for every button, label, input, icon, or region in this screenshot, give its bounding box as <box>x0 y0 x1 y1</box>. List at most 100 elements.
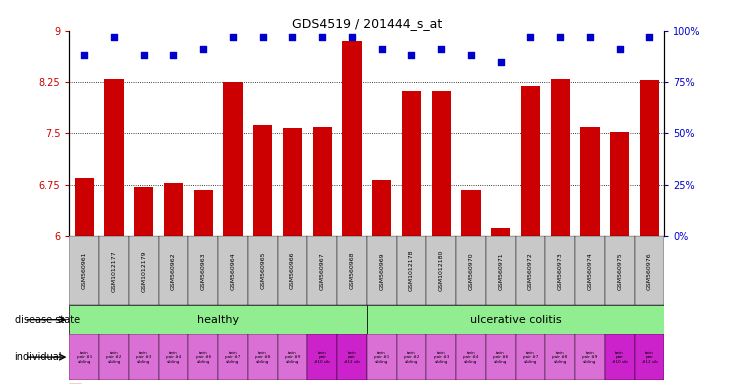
Text: GSM560967: GSM560967 <box>320 252 325 290</box>
Text: twin
pair #4
sibling: twin pair #4 sibling <box>464 351 479 364</box>
Point <box>644 34 656 40</box>
Point <box>287 34 299 40</box>
Point <box>376 46 388 52</box>
FancyBboxPatch shape <box>69 305 367 334</box>
Text: twin
pair #7
sibling: twin pair #7 sibling <box>523 351 538 364</box>
Point <box>257 34 269 40</box>
Point <box>465 52 477 58</box>
FancyBboxPatch shape <box>188 334 218 380</box>
Text: GSM560964: GSM560964 <box>231 252 236 290</box>
Point <box>138 52 150 58</box>
Text: GSM560968: GSM560968 <box>350 252 355 290</box>
Bar <box>164 183 183 236</box>
Point <box>227 34 239 40</box>
FancyBboxPatch shape <box>337 236 367 305</box>
Point <box>495 58 507 65</box>
Bar <box>610 132 629 236</box>
Text: twin
pair #9
sibling: twin pair #9 sibling <box>583 351 598 364</box>
Text: GSM560971: GSM560971 <box>498 252 503 290</box>
FancyBboxPatch shape <box>396 236 426 305</box>
Title: GDS4519 / 201444_s_at: GDS4519 / 201444_s_at <box>292 17 442 30</box>
FancyBboxPatch shape <box>396 334 426 380</box>
Bar <box>312 127 332 236</box>
FancyBboxPatch shape <box>367 334 396 380</box>
Point <box>614 46 626 52</box>
FancyBboxPatch shape <box>456 334 486 380</box>
Text: GSM560973: GSM560973 <box>558 252 563 290</box>
FancyBboxPatch shape <box>158 334 188 380</box>
Text: GSM560962: GSM560962 <box>171 252 176 290</box>
Bar <box>550 79 570 236</box>
FancyBboxPatch shape <box>337 334 367 380</box>
Point <box>406 52 418 58</box>
FancyBboxPatch shape <box>426 334 456 380</box>
Text: GSM1012179: GSM1012179 <box>141 250 146 291</box>
Text: disease state: disease state <box>15 314 80 325</box>
FancyBboxPatch shape <box>277 236 307 305</box>
Text: GSM560974: GSM560974 <box>588 252 593 290</box>
FancyBboxPatch shape <box>248 236 277 305</box>
FancyBboxPatch shape <box>634 334 664 380</box>
Text: twin
pair #9
sibling: twin pair #9 sibling <box>285 351 300 364</box>
Point <box>554 34 566 40</box>
Text: individual: individual <box>15 352 62 362</box>
Point <box>168 52 180 58</box>
FancyBboxPatch shape <box>575 334 605 380</box>
Text: twin
pair #7
sibling: twin pair #7 sibling <box>226 351 241 364</box>
Text: twin
pair #8
sibling: twin pair #8 sibling <box>255 351 270 364</box>
Text: twin
pair #1
sibling: twin pair #1 sibling <box>77 351 92 364</box>
Text: GSM560963: GSM560963 <box>201 252 206 290</box>
Text: GSM560972: GSM560972 <box>528 252 533 290</box>
Point <box>346 34 358 40</box>
FancyBboxPatch shape <box>69 334 99 380</box>
FancyBboxPatch shape <box>218 334 248 380</box>
Bar <box>402 91 421 236</box>
Bar <box>134 187 153 236</box>
Text: GSM1012180: GSM1012180 <box>439 250 444 291</box>
Bar <box>283 128 302 236</box>
FancyBboxPatch shape <box>634 236 664 305</box>
Text: GSM560976: GSM560976 <box>647 252 652 290</box>
Bar <box>491 228 510 236</box>
FancyBboxPatch shape <box>515 236 545 305</box>
FancyBboxPatch shape <box>486 334 515 380</box>
Bar <box>372 180 391 236</box>
Text: twin
pair
#10 sib: twin pair #10 sib <box>612 351 628 364</box>
Text: twin
pair #2
sibling: twin pair #2 sibling <box>107 351 122 364</box>
FancyBboxPatch shape <box>367 236 396 305</box>
Point <box>108 34 120 40</box>
Text: twin
pair #6
sibling: twin pair #6 sibling <box>493 351 508 364</box>
FancyBboxPatch shape <box>218 236 248 305</box>
Bar <box>431 91 451 236</box>
FancyBboxPatch shape <box>307 334 337 380</box>
FancyBboxPatch shape <box>515 334 545 380</box>
Bar <box>253 125 272 236</box>
FancyBboxPatch shape <box>545 236 575 305</box>
FancyBboxPatch shape <box>277 334 307 380</box>
Point <box>435 46 447 52</box>
FancyBboxPatch shape <box>605 334 634 380</box>
Point <box>316 34 328 40</box>
Text: twin
pair #3
sibling: twin pair #3 sibling <box>434 351 449 364</box>
Text: GSM560969: GSM560969 <box>379 252 384 290</box>
Bar <box>223 82 242 236</box>
Point <box>78 52 90 58</box>
FancyBboxPatch shape <box>605 236 634 305</box>
Point <box>584 34 596 40</box>
Text: twin
pair #1
sibling: twin pair #1 sibling <box>374 351 389 364</box>
Text: GSM560961: GSM560961 <box>82 252 87 290</box>
Text: GSM560975: GSM560975 <box>617 252 622 290</box>
FancyBboxPatch shape <box>99 236 128 305</box>
Text: twin
pair
#12 sib: twin pair #12 sib <box>642 351 657 364</box>
FancyBboxPatch shape <box>456 236 486 305</box>
FancyBboxPatch shape <box>158 236 188 305</box>
Text: GSM560965: GSM560965 <box>260 252 265 290</box>
Text: twin
pair #2
sibling: twin pair #2 sibling <box>404 351 419 364</box>
Text: twin
pair
#10 sib: twin pair #10 sib <box>315 351 330 364</box>
Point <box>525 34 537 40</box>
FancyBboxPatch shape <box>545 334 575 380</box>
FancyBboxPatch shape <box>69 236 99 305</box>
Text: GSM560970: GSM560970 <box>469 252 474 290</box>
FancyBboxPatch shape <box>188 236 218 305</box>
Text: twin
pair
#12 sib: twin pair #12 sib <box>344 351 360 364</box>
